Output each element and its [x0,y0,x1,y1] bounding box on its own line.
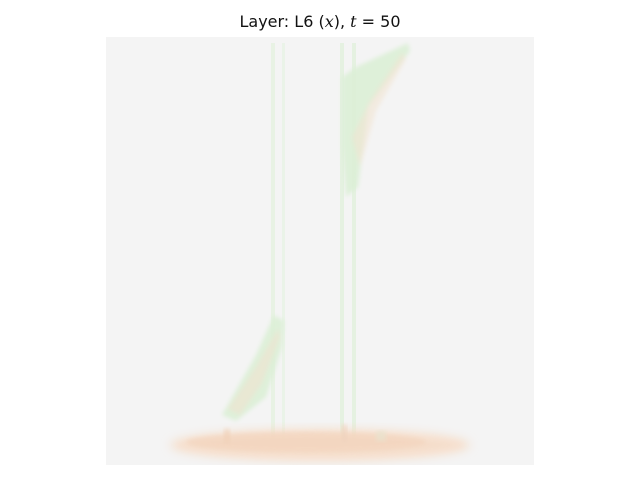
activation-image [106,37,534,465]
title-variable-t: t [350,12,357,31]
title-middle: ), [333,12,351,31]
vertical-streaks [271,43,356,439]
title-variable-x: x [324,12,334,31]
figure-title: Layer: L6 (x), t = 50 [0,12,640,32]
image-background [106,37,534,465]
upper-diagonal-band [342,43,410,197]
activation-heatmap [106,37,534,465]
title-suffix: = 50 [356,12,401,31]
lower-diagonal-band [222,315,284,421]
title-prefix: Layer: L6 ( [239,12,325,31]
bottom-band [170,425,470,461]
